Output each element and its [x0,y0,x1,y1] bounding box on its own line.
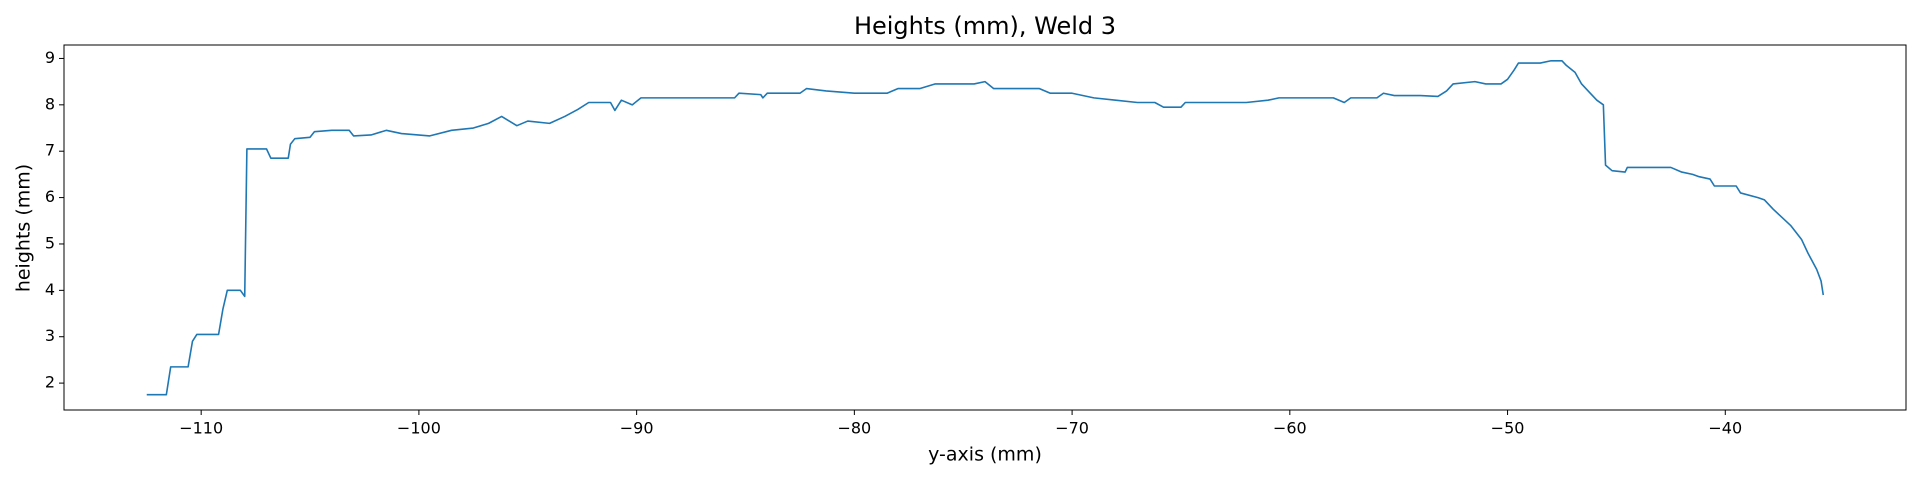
y-tick-label: 3 [45,326,55,345]
y-tick-label: 9 [45,48,55,67]
y-tick-label: 5 [45,233,55,252]
y-tick-label: 8 [45,94,55,113]
y-tick-label: 2 [45,373,55,392]
x-axis-label: y-axis (mm) [928,444,1042,466]
y-tick-label: 6 [45,187,55,206]
x-tick-label: −70 [1055,419,1089,438]
plot-frame [63,44,1907,411]
x-tick-label: −90 [620,419,654,438]
x-tick-label: −40 [1708,419,1742,438]
y-tick-label: 7 [45,141,55,160]
x-tick-label: −100 [397,419,441,438]
x-tick-label: −110 [179,419,223,438]
data-line [146,59,1825,396]
x-tick-label: −50 [1491,419,1525,438]
chart-title: Heights (mm), Weld 3 [854,12,1116,40]
y-tick-label: 4 [45,280,55,299]
y-axis-label: heights (mm) [13,164,35,292]
x-tick-label: −80 [837,419,871,438]
x-tick-label: −60 [1273,419,1307,438]
